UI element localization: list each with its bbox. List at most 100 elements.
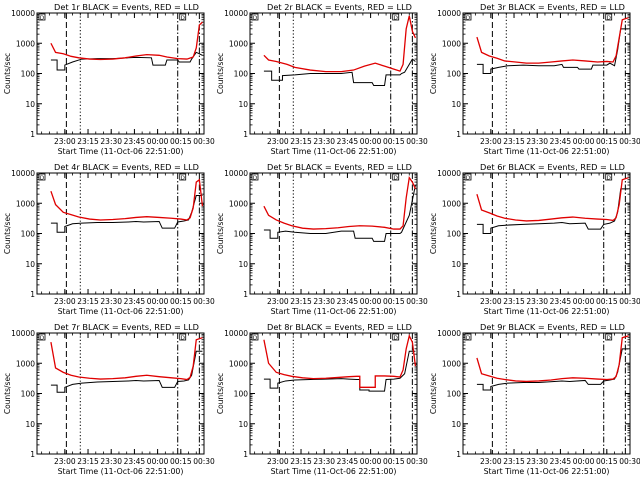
y-tick-label: 10 (238, 420, 248, 429)
x-tick-label: 23:15 (77, 137, 99, 146)
series-lld (264, 16, 416, 72)
y-tick-label: 100 (21, 70, 36, 79)
x-tick-label: 23:45 (550, 457, 572, 466)
x-axis-label: Start Time (11-Oct-06 22:51:00) (271, 467, 397, 476)
marker-right-label: D (181, 16, 185, 22)
x-tick-label: 23:15 (503, 297, 525, 306)
x-tick-label: 00:00 (573, 297, 595, 306)
x-tick-label: 00:00 (147, 457, 169, 466)
marker-right-label: D (394, 16, 398, 22)
x-tick-label: 00:00 (147, 297, 169, 306)
x-tick-label: 00:00 (360, 137, 382, 146)
x-tick-label: 00:30 (406, 137, 428, 146)
x-tick-label: 23:15 (503, 137, 525, 146)
y-tick-label: 1 (456, 290, 461, 299)
y-tick-label: 1 (30, 290, 35, 299)
panel-det-2: Det 2r BLACK = Events, RED = LLD11010010… (216, 2, 428, 156)
marker-left-label: D (466, 176, 470, 182)
marker-right-label: D (181, 336, 185, 342)
x-tick-label: 23:15 (290, 297, 312, 306)
y-axis-label: Counts/sec (429, 53, 438, 94)
y-axis-label: Counts/sec (216, 53, 225, 94)
y-tick-label: 1000 (16, 199, 35, 208)
series-events (264, 351, 416, 391)
y-axis-label: Counts/sec (216, 213, 225, 254)
y-tick-label: 1000 (229, 359, 248, 368)
x-tick-label: 00:30 (619, 297, 640, 306)
y-tick-label: 100 (447, 70, 462, 79)
y-axis-label: Counts/sec (429, 373, 438, 414)
x-tick-label: 00:30 (619, 137, 640, 146)
marker-left-label: D (253, 176, 257, 182)
y-tick-label: 1000 (442, 359, 461, 368)
x-tick-label: 23:15 (290, 457, 312, 466)
y-axis-label: Counts/sec (429, 213, 438, 254)
y-tick-label: 10000 (437, 169, 461, 178)
x-tick-label: 00:30 (406, 297, 428, 306)
marker-right-label: D (607, 176, 611, 182)
y-tick-label: 10000 (11, 329, 35, 338)
x-tick-label: 00:15 (383, 137, 405, 146)
y-axis-label: Counts/sec (3, 373, 12, 414)
y-tick-label: 10000 (11, 169, 35, 178)
y-tick-label: 10 (25, 100, 35, 109)
panel-det-4: Det 4r BLACK = Events, RED = LLD 1 10 100 10… (3, 162, 215, 316)
marker-right-label: D (181, 176, 185, 182)
x-tick-label: 23:30 (313, 137, 335, 146)
y-tick-label: 100 (234, 230, 249, 239)
panel-det-3: Det 3r BLACK = Events, RED = LLD 1 10 100 10… (429, 2, 640, 156)
y-axis-label: Counts/sec (3, 213, 12, 254)
y-tick-label: 10000 (224, 329, 248, 338)
x-tick-label: 00:00 (573, 457, 595, 466)
x-tick-label: 23:15 (290, 137, 312, 146)
plot-frame (37, 333, 204, 454)
series-events (477, 29, 629, 74)
chart-title: Det 6r BLACK = Events, RED = LLD (480, 162, 625, 172)
x-tick-label: 23:00 (54, 137, 76, 146)
y-tick-label: 10 (238, 260, 248, 269)
series-lld (51, 180, 203, 220)
series-events (477, 349, 629, 390)
series-events (264, 185, 416, 241)
y-tick-label: 10 (25, 420, 35, 429)
panel-det-1: Det 1r BLACK = Events, RED = LLD11010010… (3, 2, 215, 156)
panel-det-6: Det 6r BLACK = Events, RED = LLD11010010… (429, 162, 640, 316)
x-tick-label: 23:30 (100, 137, 122, 146)
y-tick-label: 1000 (442, 199, 461, 208)
x-tick-label: 23:00 (480, 457, 502, 466)
marker-left-label: D (253, 336, 257, 342)
x-tick-label: 23:45 (337, 297, 359, 306)
y-tick-label: 10000 (11, 9, 35, 18)
x-axis-label: Start Time (11-Oct-06 22:51:00) (484, 147, 610, 156)
x-tick-label: 23:45 (124, 457, 146, 466)
plot-frame (37, 13, 204, 134)
chart-title: Det 3r BLACK = Events, RED = LLD (480, 2, 625, 12)
y-tick-label: 10 (451, 100, 461, 109)
plot-frame (250, 333, 417, 454)
x-tick-label: 00:30 (619, 457, 640, 466)
series-events (51, 196, 203, 233)
chart-title: Det 5r BLACK = Events, RED = LLD (267, 162, 412, 172)
marker-right-label: D (394, 176, 398, 182)
chart-title: Det 2r BLACK = Events, RED = LLD (267, 2, 412, 12)
y-tick-label: 10 (238, 100, 248, 109)
x-tick-label: 00:30 (193, 457, 215, 466)
x-tick-label: 00:00 (360, 297, 382, 306)
y-tick-label: 1 (30, 130, 35, 139)
x-tick-label: 23:45 (550, 297, 572, 306)
plot-frame (37, 173, 204, 294)
y-tick-label: 100 (234, 390, 249, 399)
y-tick-label: 1000 (229, 39, 248, 48)
x-tick-label: 23:00 (267, 297, 289, 306)
x-axis-label: Start Time (11-Oct-06 22:51:00) (484, 307, 610, 316)
x-tick-label: 23:30 (100, 297, 122, 306)
y-tick-label: 10000 (437, 9, 461, 18)
x-axis-label: Start Time (11-Oct-06 22:51:00) (484, 467, 610, 476)
series-lld (51, 22, 203, 59)
x-tick-label: 00:15 (383, 457, 405, 466)
y-tick-label: 1 (30, 450, 35, 459)
series-lld (477, 178, 629, 221)
x-tick-label: 23:00 (54, 457, 76, 466)
marker-right-label: D (394, 336, 398, 342)
x-axis-label: Start Time (11-Oct-06 22:51:00) (58, 147, 184, 156)
